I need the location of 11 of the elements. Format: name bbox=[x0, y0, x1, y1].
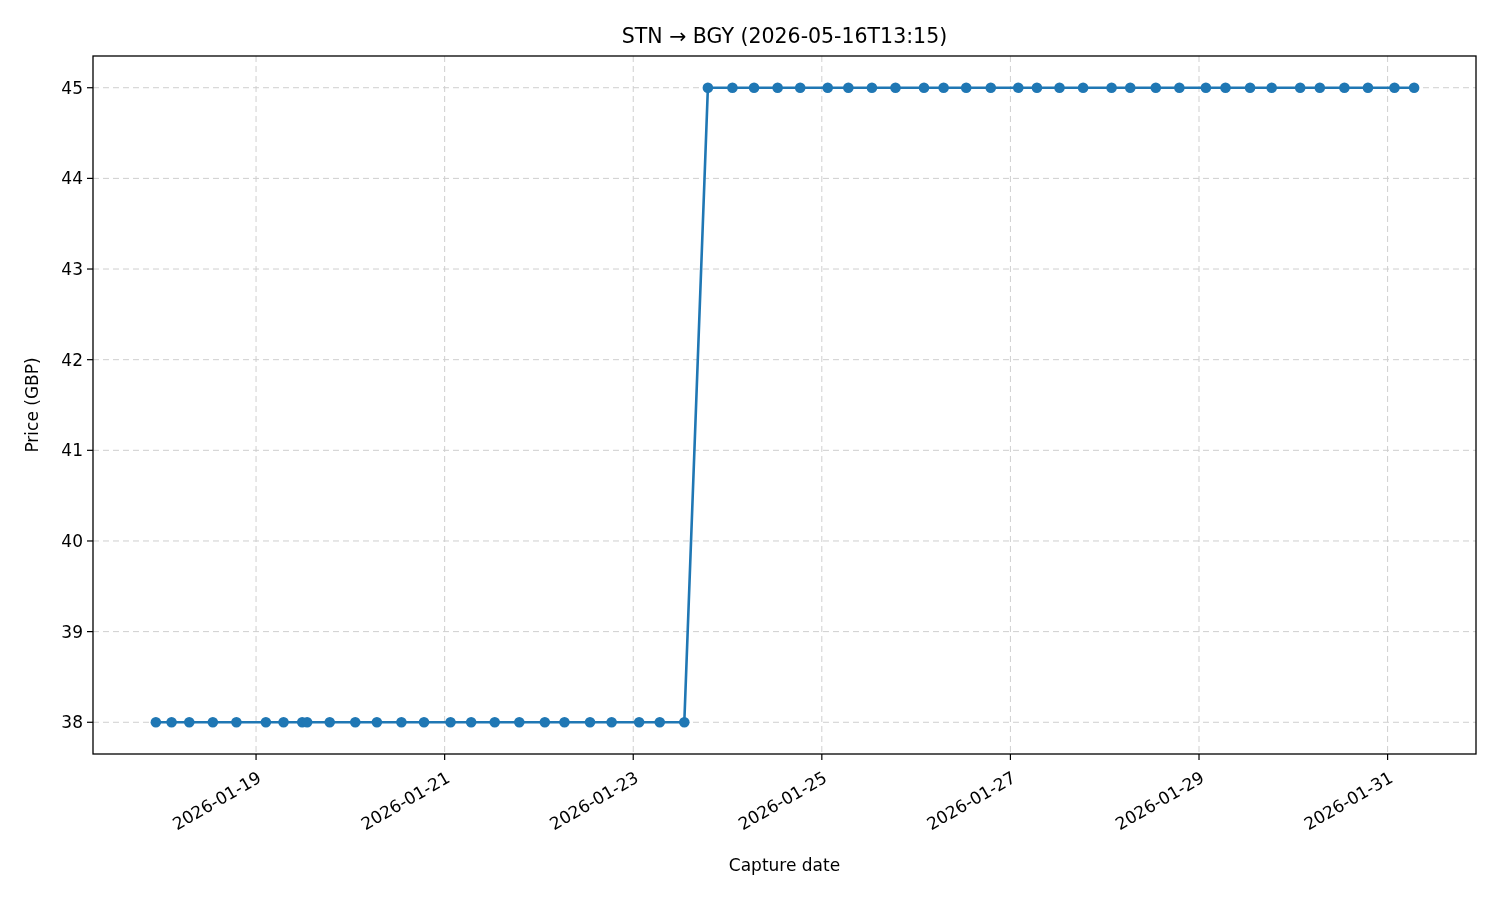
y-tick-label: 41 bbox=[61, 440, 83, 461]
y-tick-label: 40 bbox=[61, 530, 83, 551]
y-tick-label: 45 bbox=[61, 77, 83, 98]
y-tick-label: 39 bbox=[61, 621, 83, 642]
chart-title: STN → BGY (2026-05-16T13:15) bbox=[621, 24, 948, 48]
y-tick-label: 44 bbox=[61, 168, 83, 189]
y-axis-title: Price (GBP) bbox=[22, 357, 42, 453]
y-tick-label: 42 bbox=[61, 349, 83, 370]
y-tick-label: 38 bbox=[61, 712, 83, 733]
x-axis-title: Capture date bbox=[728, 855, 841, 875]
y-tick-label: 43 bbox=[61, 259, 83, 280]
